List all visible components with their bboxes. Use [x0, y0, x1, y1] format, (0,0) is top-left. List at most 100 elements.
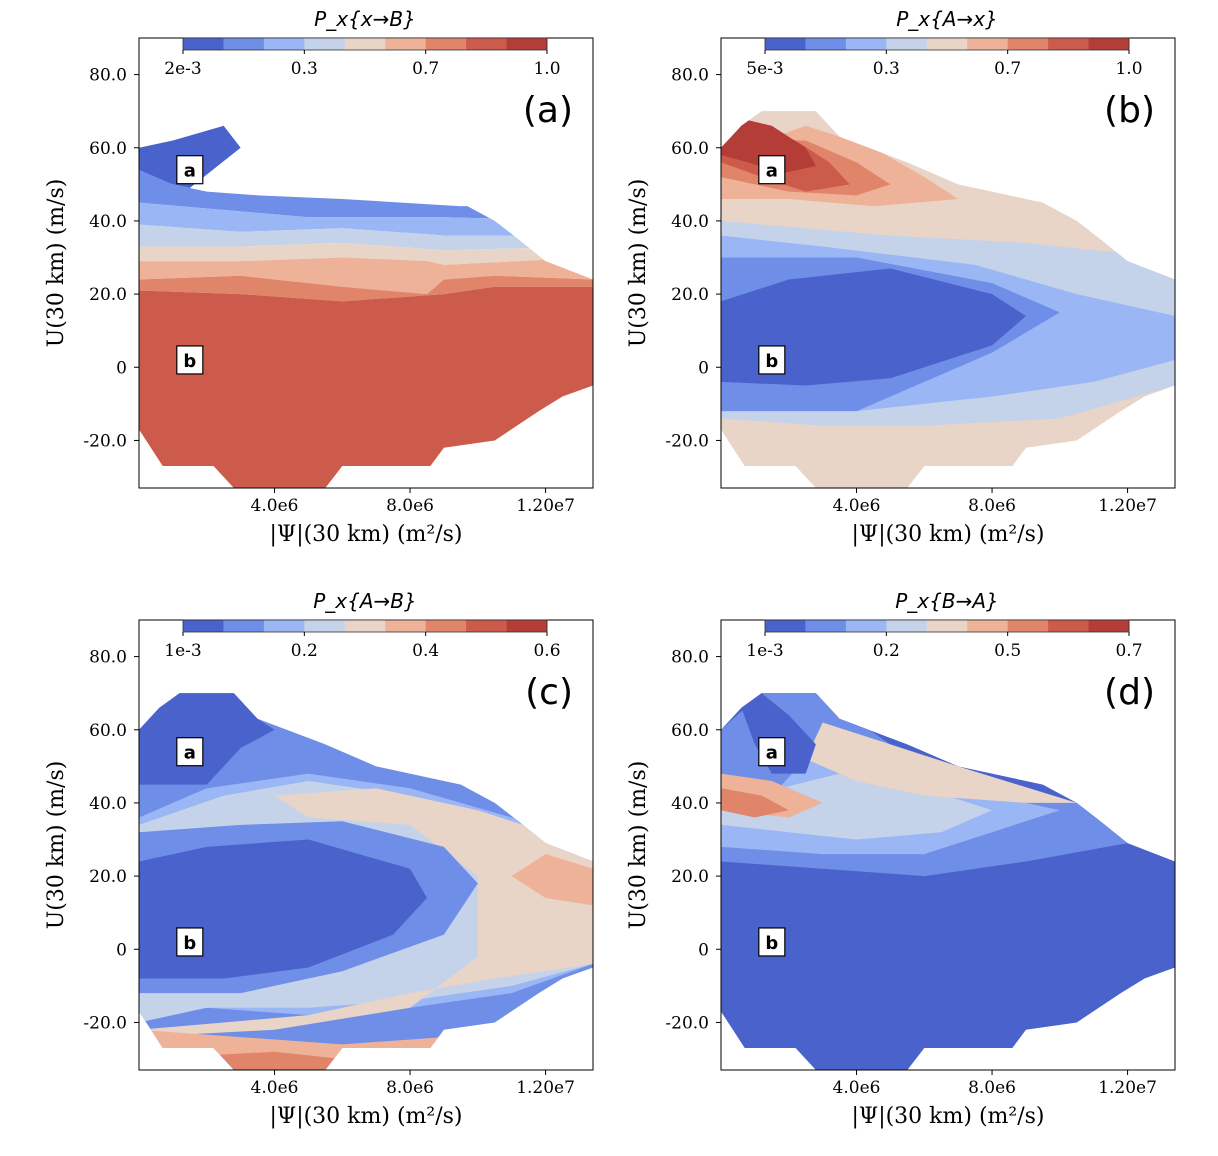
region-marker: b	[176, 345, 204, 375]
colorbar-segment	[805, 38, 847, 50]
region-marker-box	[758, 927, 786, 957]
region-marker-label: a	[184, 161, 196, 182]
colorbar-segment	[1048, 38, 1090, 50]
y-tick-label: 20.0	[89, 867, 127, 887]
colorbar-segment	[223, 620, 265, 632]
x-tick-label: 8.0e6	[968, 496, 1016, 516]
colorbar-segment	[845, 620, 887, 632]
region-marker: b	[758, 927, 786, 957]
region-marker-box	[176, 155, 204, 185]
contour-band	[139, 788, 593, 1038]
colorbar-tick-label: 1e-3	[164, 641, 201, 661]
y-tick-label: 0	[698, 940, 709, 960]
region-marker: a	[176, 155, 204, 185]
colorbar-title: P_x{x→B}	[314, 7, 416, 31]
colorbar-segment	[506, 620, 548, 632]
colorbar-segment	[425, 620, 467, 632]
colorbar-tick-label: 0.4	[412, 641, 439, 661]
contour-band	[139, 275, 593, 302]
colorbar: 5e-3 0.3 0.7 1.0	[746, 37, 1143, 79]
colorbar-segment	[466, 620, 508, 632]
contour-fill	[139, 125, 593, 488]
y-tick-label: -20.0	[83, 1013, 127, 1033]
colorbar-segment	[304, 38, 346, 50]
colorbar-segment	[926, 620, 968, 632]
colorbar-segment	[344, 620, 386, 632]
panel: 80.0 60.0 40.0 20.0 0 -20.0 4.0e6 8.0e6 1.20e7 |Ψ…	[44, 589, 594, 1129]
panel-label: (c)	[525, 672, 573, 713]
colorbar-tick-label: 0.7	[1115, 641, 1142, 661]
x-tick-label: 4.0e6	[833, 496, 881, 516]
colorbar: 1e-3 0.2 0.4 0.6	[164, 619, 561, 661]
panel-label: (b)	[1104, 90, 1155, 131]
panel: 80.0 60.0 40.0 20.0 0 -20.0 4.0e6 8.0e6 1.20e7 |Ψ…	[44, 7, 594, 547]
colorbar: 1e-3 0.2 0.5 0.7	[746, 619, 1143, 661]
x-tick-label: 1.20e7	[516, 496, 575, 516]
region-marker: b	[758, 345, 786, 375]
colorbar-segment	[263, 38, 305, 50]
colorbar-tick-label: 2e-3	[164, 59, 201, 79]
y-tick-label: 80.0	[671, 648, 709, 668]
colorbar-segment	[1088, 38, 1130, 50]
region-marker: a	[758, 155, 786, 185]
y-axis-label: U(30 km) (m/s)	[626, 179, 651, 348]
y-tick-label: 60.0	[89, 139, 127, 159]
region-marker-box	[758, 345, 786, 375]
contour-band	[721, 268, 1026, 386]
x-tick-label: 8.0e6	[386, 1078, 434, 1098]
colorbar-frame	[182, 37, 548, 51]
y-tick-label: 20.0	[671, 867, 709, 887]
y-tick-label: 20.0	[671, 285, 709, 305]
colorbar-segment	[466, 38, 508, 50]
contour-band	[139, 242, 593, 265]
y-tick-label: -20.0	[665, 1013, 709, 1033]
contour-band	[721, 788, 789, 818]
colorbar-segment	[765, 620, 806, 632]
contour-band	[721, 118, 816, 174]
colorbar-tick-label: 0.5	[994, 641, 1021, 661]
y-tick-label: -20.0	[83, 431, 127, 451]
x-tick-label: 1.20e7	[1098, 496, 1157, 516]
colorbar-tick-label: 1.0	[533, 59, 560, 79]
contour-band	[139, 224, 593, 251]
colorbar-segment	[765, 38, 806, 50]
y-tick-label: 60.0	[671, 721, 709, 741]
x-tick-label: 4.0e6	[251, 496, 299, 516]
contour-band	[139, 257, 593, 295]
y-tick-label: 0	[698, 358, 709, 378]
y-tick-label: 40.0	[89, 794, 127, 814]
colorbar-frame	[764, 619, 1130, 633]
colorbar: 2e-3 0.3 0.7 1.0	[164, 37, 561, 79]
x-axis-label: |Ψ|(30 km) (m²/s)	[269, 1104, 462, 1129]
colorbar-segment	[1007, 38, 1049, 50]
y-tick-label: 80.0	[671, 66, 709, 86]
colorbar-segment	[1088, 620, 1130, 632]
region-marker-box	[176, 345, 204, 375]
contour-band	[741, 693, 816, 774]
contour-band	[139, 286, 593, 488]
y-tick-label: 80.0	[89, 66, 127, 86]
panel: 80.0 60.0 40.0 20.0 0 -20.0 4.0e6 8.0e6 1.20e7 |Ψ…	[626, 589, 1176, 1129]
y-tick-label: 60.0	[89, 721, 127, 741]
y-tick-label: 0	[116, 940, 127, 960]
y-axis-label: U(30 km) (m/s)	[44, 761, 69, 930]
x-axis-label: |Ψ|(30 km) (m²/s)	[269, 522, 462, 547]
panel: 80.0 60.0 40.0 20.0 0 -20.0 4.0e6 8.0e6 1.20e7 |Ψ…	[626, 7, 1176, 547]
x-tick-label: 8.0e6	[968, 1078, 1016, 1098]
colorbar-tick-label: 1.0	[1115, 59, 1142, 79]
colorbar-segment	[304, 620, 346, 632]
region-marker-box	[758, 737, 786, 767]
contour-band	[139, 839, 427, 979]
x-tick-label: 1.20e7	[516, 1078, 575, 1098]
contour-band	[511, 854, 593, 906]
colorbar-frame	[182, 619, 548, 633]
colorbar-segment	[223, 38, 265, 50]
x-axis-label: |Ψ|(30 km) (m²/s)	[851, 522, 1044, 547]
colorbar-title: P_x{A→x}	[896, 7, 998, 31]
region-marker-label: b	[183, 933, 196, 954]
colorbar-segment	[183, 38, 224, 50]
colorbar-segment	[1007, 620, 1049, 632]
region-marker-label: b	[183, 351, 196, 372]
contour-band	[139, 693, 275, 785]
colorbar-tick-label: 0.3	[873, 59, 900, 79]
